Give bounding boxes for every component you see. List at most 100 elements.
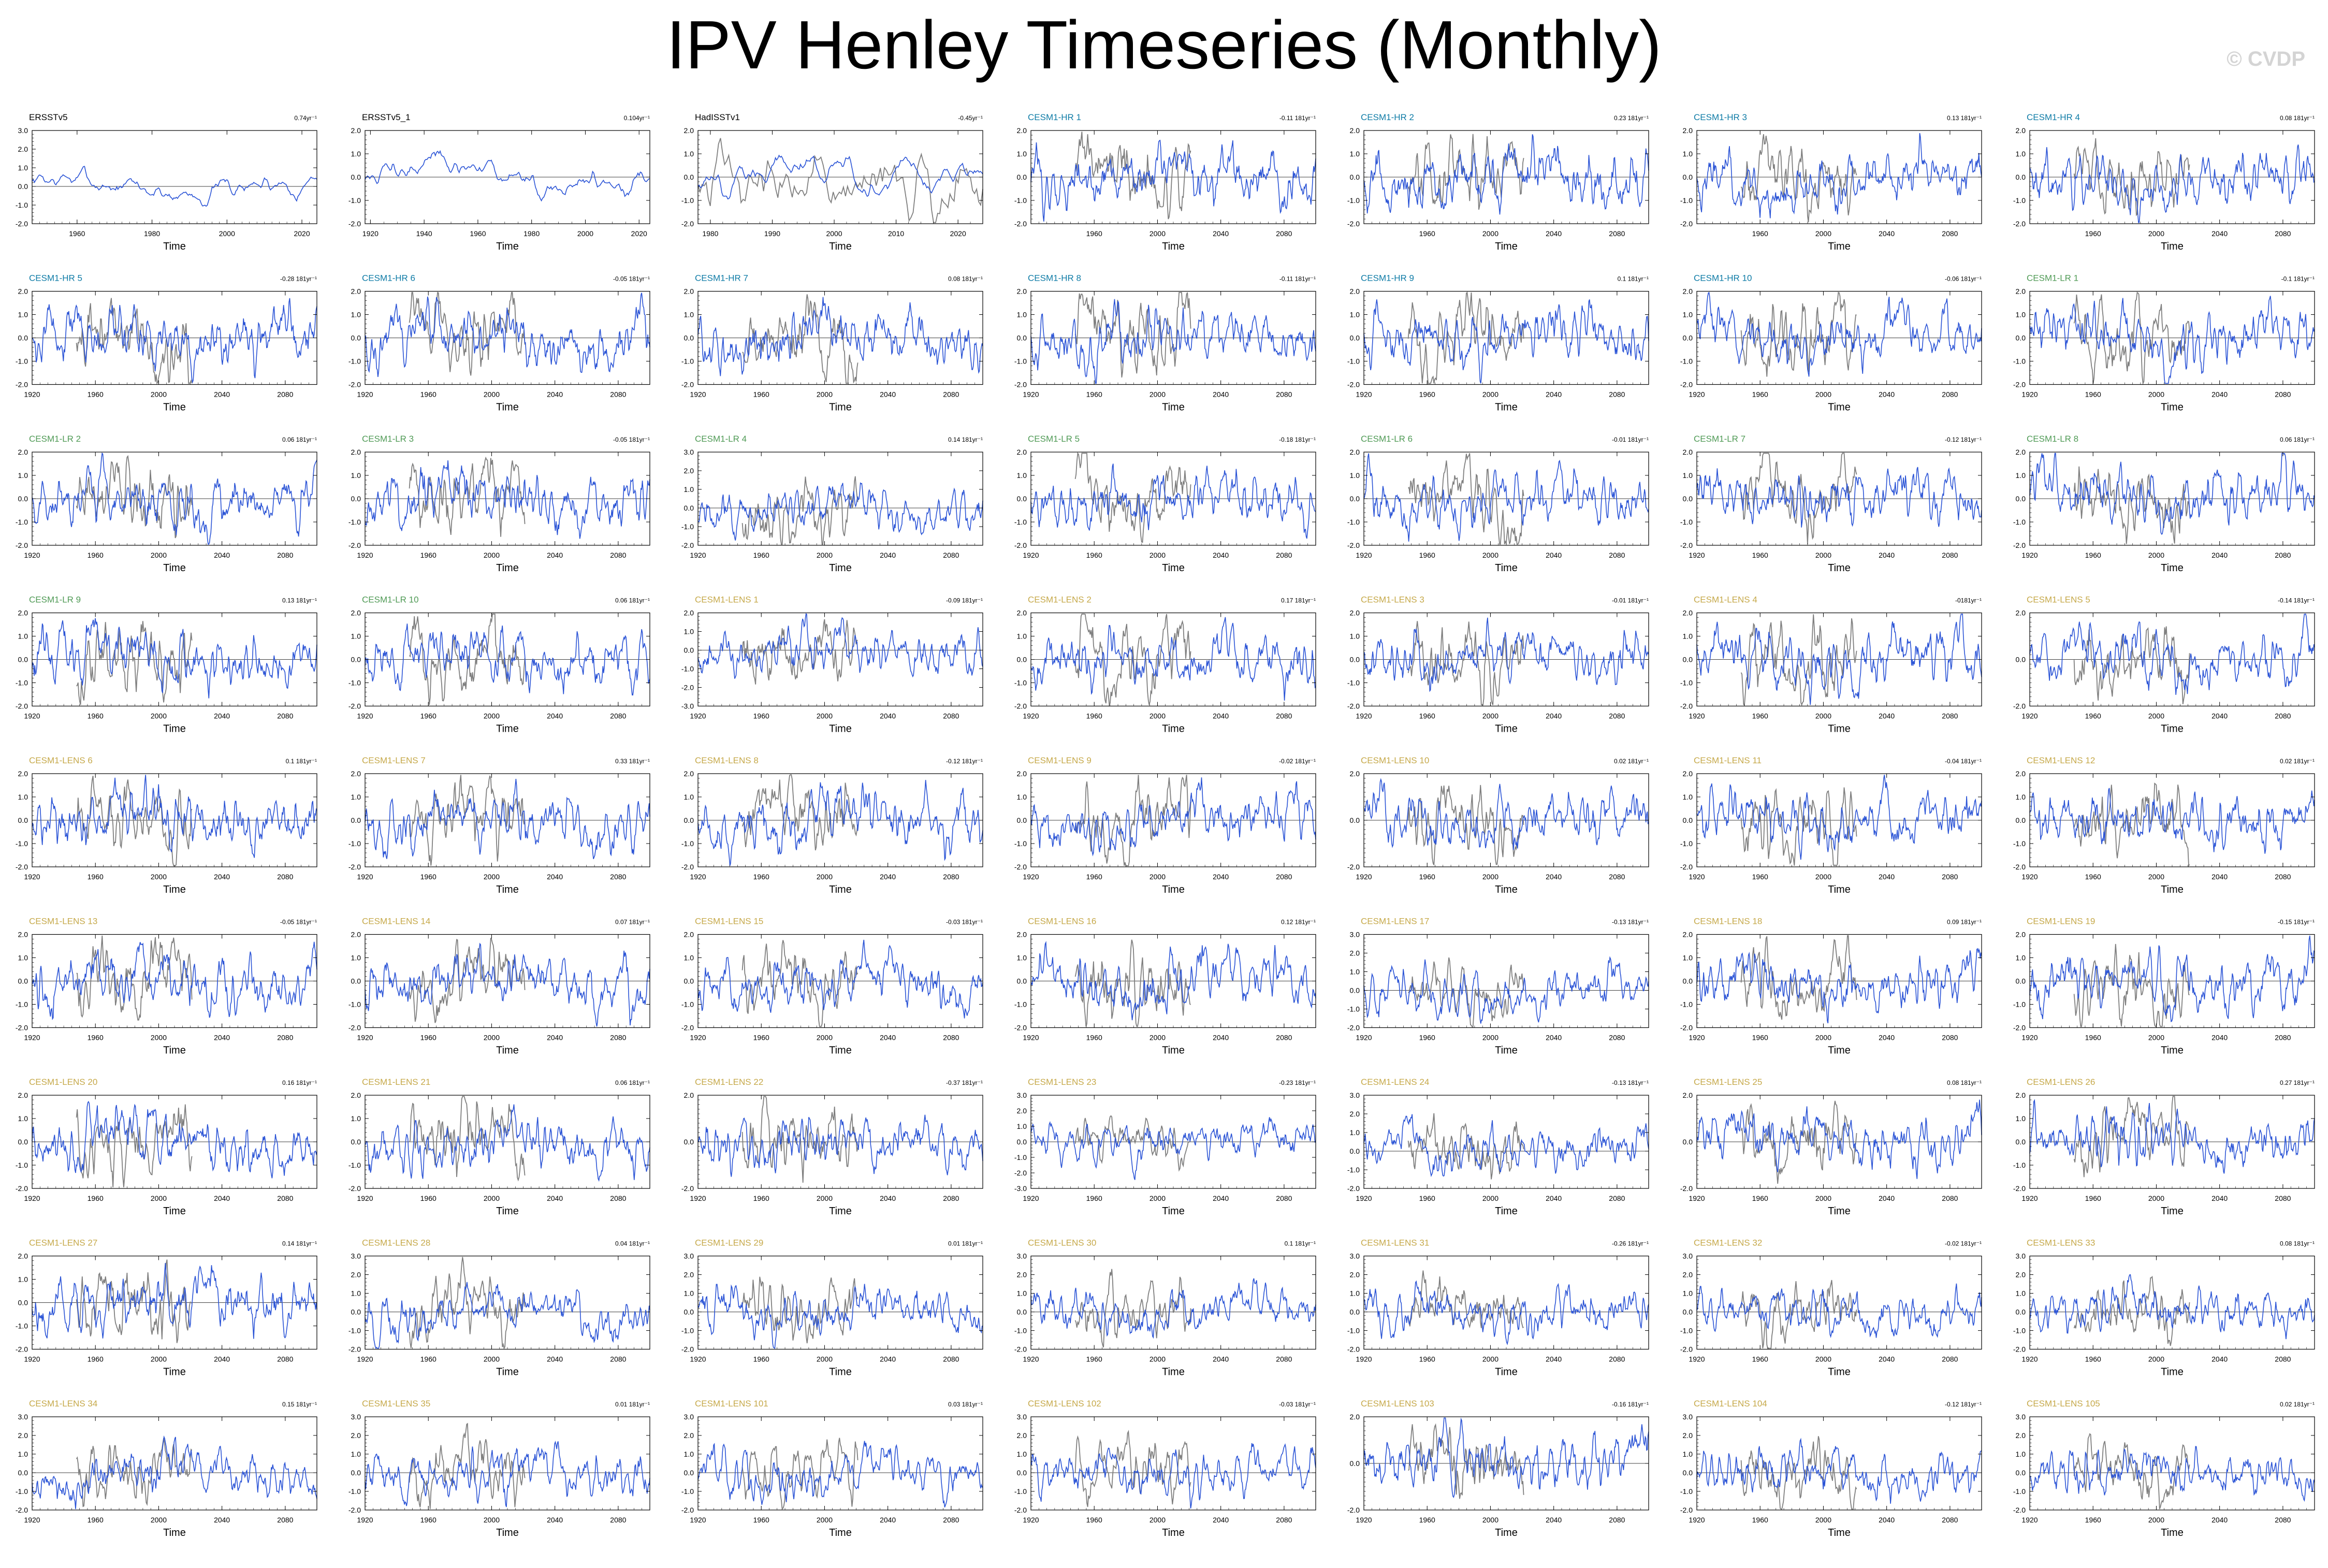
y-tick-label: -2.0: [2013, 1024, 2026, 1032]
y-tick-label: 1.0: [18, 164, 28, 172]
panel-title: CESM1-LENS 27: [29, 1238, 97, 1248]
y-tick-label: 0.0: [684, 1138, 694, 1146]
y-tick-label: -2.0: [2013, 381, 2026, 389]
panel-trend: -0.15 181yr⁻¹: [2278, 919, 2315, 926]
y-tick-label: -2.0: [1347, 541, 1360, 549]
x-tick-label: 1920: [1356, 551, 1372, 559]
y-tick-label: 1.0: [1350, 1128, 1360, 1137]
x-tick-label: 1920: [1689, 712, 1705, 720]
x-tick-label: 2080: [610, 1194, 626, 1202]
x-tick-label: 1920: [2021, 1194, 2038, 1202]
series-line: [365, 293, 650, 378]
x-tick-label: 2000: [151, 1034, 167, 1042]
y-tick-label: 1.0: [684, 485, 694, 493]
x-tick-label: 2040: [880, 712, 896, 720]
panel-title: CESM1-LENS 4: [1694, 595, 1757, 605]
x-tick-label: 1920: [357, 712, 373, 720]
x-tick-label: 1960: [1419, 551, 1435, 559]
y-tick-label: -2.0: [1680, 381, 1693, 389]
x-tick-label: 1920: [1689, 1194, 1705, 1202]
x-tick-label: 1920: [690, 1194, 706, 1202]
y-tick-label: -2.0: [2013, 702, 2026, 710]
x-tick-label: 1920: [1023, 1034, 1039, 1042]
x-tick-label: 2080: [1942, 873, 1958, 881]
y-tick-label: 2.0: [684, 287, 694, 296]
y-tick-label: -2.0: [1680, 702, 1693, 710]
y-tick-label: -2.0: [1347, 1184, 1360, 1193]
x-axis-label: Time: [1495, 1206, 1518, 1217]
series-line: [2029, 453, 2315, 535]
panel-trend: 0.06 181yr⁻¹: [2280, 436, 2315, 443]
y-tick-label: 1.0: [1017, 954, 1027, 962]
series-line: [697, 613, 983, 679]
page-title: IPV Henley Timeseries (Monthly): [666, 7, 1662, 83]
y-tick-label: -1.0: [1347, 518, 1360, 526]
y-tick-label: 0.0: [1017, 816, 1027, 824]
y-tick-label: -1.0: [681, 1327, 694, 1335]
x-axis-label: Time: [496, 562, 519, 574]
x-tick-label: 2000: [1482, 873, 1498, 881]
x-tick-label: 1920: [1356, 390, 1372, 399]
y-tick-label: 0.0: [684, 646, 694, 655]
x-tick-label: 2000: [484, 390, 500, 399]
y-tick-label: -2.0: [1347, 220, 1360, 228]
observed-series-line: [76, 1259, 193, 1343]
observed-series-line: [1740, 292, 1857, 377]
panel-36: CESM1-LENS 13 -0.05 181yr⁻¹ -2.0 -1.0 0.0 1.0…: [16, 917, 317, 1056]
x-tick-label: 1920: [24, 1355, 40, 1363]
x-axis-label: Time: [496, 723, 519, 735]
series-line: [365, 150, 650, 202]
series-line: [697, 1114, 983, 1177]
x-tick-label: 2080: [943, 712, 959, 720]
x-tick-label: 2040: [2211, 712, 2228, 720]
panel-trend: -0.37 181yr⁻¹: [946, 1079, 983, 1086]
y-tick-label: -1.0: [2013, 518, 2026, 526]
x-tick-label: 2000: [817, 873, 833, 881]
y-tick-label: -1.0: [681, 1000, 694, 1009]
observed-series-line: [1740, 134, 1857, 223]
series-line: [1030, 463, 1316, 539]
y-tick-label: 1.0: [351, 632, 361, 641]
panel-title: CESM1-LENS 25: [1694, 1077, 1762, 1087]
x-tick-label: 1960: [1752, 873, 1768, 881]
y-tick-label: 1.0: [1017, 471, 1027, 480]
panel-title: CESM1-LR 3: [362, 434, 414, 444]
panel-trend: 0.06 181yr⁻¹: [615, 1079, 650, 1086]
observed-series-line: [1407, 292, 1524, 384]
panel-45: CESM1-LENS 22 -0.37 181yr⁻¹ -2.0 0.0 2.0 1920…: [681, 1077, 983, 1217]
y-tick-label: 1.0: [1350, 471, 1360, 480]
x-axis-label: Time: [2161, 241, 2184, 252]
x-axis-label: Time: [1828, 241, 1851, 252]
x-tick-label: 1960: [1419, 390, 1435, 399]
y-tick-label: -1.0: [16, 679, 28, 687]
x-tick-label: 1920: [24, 551, 40, 559]
series-line: [32, 298, 317, 384]
y-tick-label: -2.0: [681, 1024, 694, 1032]
y-tick-label: 0.0: [1350, 334, 1360, 342]
y-tick-label: 2.0: [1683, 287, 1693, 296]
x-tick-label: 1960: [1086, 1034, 1102, 1042]
x-tick-label: 1920: [362, 229, 379, 238]
x-tick-label: 2000: [1482, 390, 1498, 399]
y-tick-label: 0.0: [684, 1308, 694, 1316]
y-tick-label: 0.0: [351, 977, 361, 985]
observed-series-line: [2073, 943, 2190, 1027]
y-tick-label: 0.0: [1350, 816, 1360, 824]
observed-series-line: [76, 1104, 193, 1187]
panel-trend: 0.104yr⁻¹: [624, 114, 650, 122]
panel-46: CESM1-LENS 23 -0.23 181yr⁻¹ -3.0 -2.0 -1.0 0.…: [1014, 1077, 1316, 1217]
y-tick-label: -1.0: [1014, 518, 1027, 526]
y-tick-label: 0.0: [684, 816, 694, 824]
y-tick-label: -1.0: [1680, 357, 1693, 366]
observed-series-line: [2073, 626, 2190, 704]
x-tick-label: 1960: [1419, 229, 1435, 238]
x-tick-label: 1960: [420, 712, 437, 720]
panel-trend: 0.08 181yr⁻¹: [1947, 1079, 1982, 1086]
panel-trend: -0.13 181yr⁻¹: [1612, 1079, 1649, 1086]
y-tick-label: 0.0: [1683, 977, 1693, 985]
series-line: [1030, 299, 1316, 384]
x-tick-label: 1960: [1086, 1194, 1102, 1202]
y-tick-label: -1.0: [1014, 1153, 1027, 1162]
x-axis-label: Time: [1162, 1045, 1185, 1056]
panel-43: CESM1-LENS 20 0.16 181yr⁻¹ -2.0 -1.0 0.0 1.0 2…: [16, 1077, 317, 1217]
